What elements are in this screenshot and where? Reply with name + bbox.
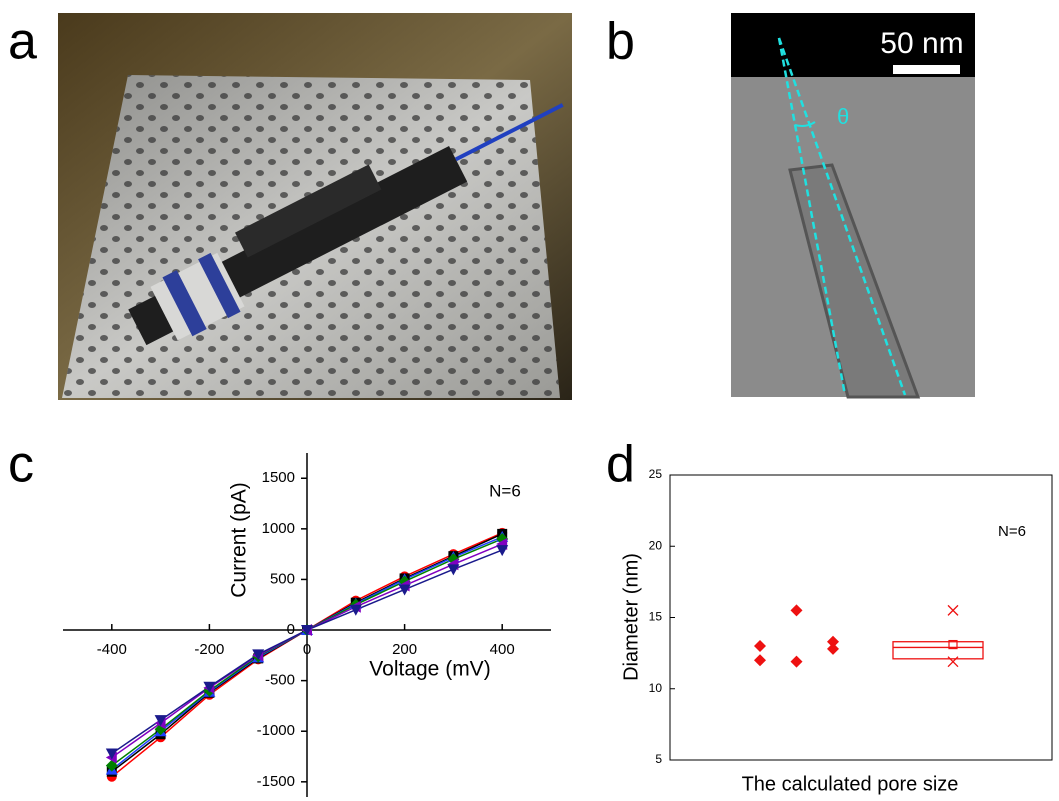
angle-label: θ xyxy=(837,104,849,129)
panel-label: b xyxy=(606,13,635,71)
y-tick-label: 5 xyxy=(655,752,662,766)
marker xyxy=(754,654,766,667)
x-tick-label: 0 xyxy=(303,641,311,658)
x-tick-label: 400 xyxy=(490,641,515,658)
annotation: N=6 xyxy=(998,523,1026,540)
marker xyxy=(349,604,362,616)
marker xyxy=(496,545,509,557)
panel-label: d xyxy=(606,436,635,494)
marker xyxy=(827,642,839,655)
marker xyxy=(447,564,460,576)
marker xyxy=(790,604,803,617)
x-tick-label: -400 xyxy=(97,641,127,658)
marker xyxy=(301,625,313,637)
box-max xyxy=(947,604,959,616)
marker xyxy=(398,584,411,596)
y-tick-label: -1000 xyxy=(257,722,295,739)
x-tick-label: -200 xyxy=(194,641,224,658)
y-tick-label: 20 xyxy=(649,538,663,552)
y-tick-label: 15 xyxy=(649,610,663,624)
marker xyxy=(105,759,118,772)
photo-a xyxy=(58,13,572,400)
plot-frame xyxy=(669,474,1053,761)
marker xyxy=(203,681,216,693)
photo-b: 50 nm θ xyxy=(731,13,975,399)
marker xyxy=(154,715,167,727)
y-tick-label: 10 xyxy=(649,681,663,695)
panel-label: a xyxy=(8,13,37,71)
box-min xyxy=(947,656,959,668)
y-axis-title: Diameter (nm) xyxy=(620,553,642,681)
y-tick-label: -500 xyxy=(265,672,295,689)
y-tick-label: 500 xyxy=(270,570,295,587)
x-tick-label: 200 xyxy=(392,641,417,658)
marker xyxy=(827,635,839,648)
box xyxy=(892,641,984,660)
y-tick-label: 0 xyxy=(287,621,295,638)
y-axis-title: Current (pA) xyxy=(228,482,251,598)
marker xyxy=(252,649,265,661)
marker xyxy=(105,748,118,760)
marker xyxy=(754,640,766,652)
scale-bar-label: 50 nm xyxy=(880,27,963,60)
marker xyxy=(790,655,803,668)
x-axis-title: Voltage (mV) xyxy=(369,658,490,681)
panel-label: c xyxy=(8,436,34,494)
annotation: N=6 xyxy=(489,481,521,500)
box-mean xyxy=(948,639,958,650)
y-tick-label: 25 xyxy=(649,467,663,481)
y-tick-label: 1500 xyxy=(262,469,295,486)
x-axis-title: The calculated pore size xyxy=(742,773,959,795)
y-tick-label: -1500 xyxy=(257,773,295,790)
y-tick-label: 1000 xyxy=(262,520,295,537)
